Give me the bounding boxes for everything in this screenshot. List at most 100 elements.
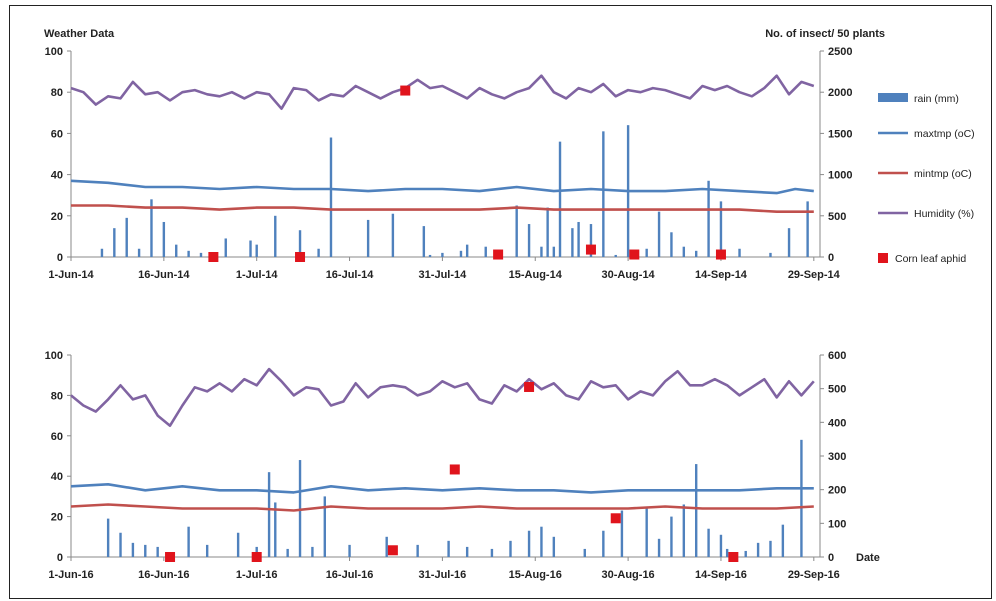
rain-bar [800,439,803,557]
y-tick-label-left: 60 [51,431,63,443]
y-tick-label-left: 40 [51,170,63,182]
rain-bar [236,532,240,557]
x-tick-label: 15-Aug-16 [509,569,562,581]
x-tick-label: 14-Sep-14 [695,269,748,281]
rain-bar [422,226,426,257]
rain-bar [441,252,444,257]
rain-bar [125,217,128,257]
rain-bar [577,221,580,257]
rain-bar [552,536,556,557]
rain-bar [707,528,710,557]
y-tick-label-right: 600 [828,350,846,362]
rain-bar [162,221,166,257]
rain-bar [199,252,203,257]
humidity-line [70,367,815,428]
rain-bar [657,538,661,557]
mintmp-line [71,204,814,213]
y-tick-label-left: 100 [45,350,63,362]
maxtmp-line [70,179,814,195]
y-tick-label-right: 500 [828,384,846,396]
rain-bar [119,532,122,557]
rain-bar [428,254,432,257]
y-tick-label-left: 20 [51,512,63,524]
chart-bottom-panel: 0 20 40 60 80 100 0 100 200 300 400 500 600 Date 1-Jun… [45,350,880,581]
rain-bar [484,246,487,257]
rain-bar [670,232,673,257]
rain-bar [100,248,104,257]
rain-bar [150,199,153,257]
y-tick-label-right: 1500 [828,128,852,140]
x-tick-label: 15-Aug-14 [509,269,563,281]
aphid-point [165,552,176,562]
rain-bar [645,248,648,257]
legend-label: Humidity (%) [914,208,974,220]
x-tick-label: 30-Aug-14 [602,269,656,281]
aphid-point [493,249,504,260]
rain-bar [329,137,333,257]
legend-label: mintmp (oC) [914,168,972,180]
y-tick-label-right: 400 [828,417,846,429]
rain-bar [682,246,686,257]
rain-bar [137,248,141,257]
rain-bar [255,244,258,257]
rain-bar [657,211,661,257]
humidity-line [70,74,815,110]
aphid-point [387,545,398,556]
rain-bar [707,180,710,257]
rain-bar [106,518,110,557]
rain-bar [540,246,543,257]
figure-frame: Weather Data No. of insect/ 50 plants 0 2… [9,5,992,599]
x-tick-label: 14-Sep-16 [695,569,747,581]
rain-bar [527,530,531,557]
rain-bar [527,224,531,257]
right-axis-date-label: Date [856,552,880,564]
aphid-point [295,252,306,262]
aphid-point [715,249,726,260]
aphid-point [629,249,640,260]
rain-bar [205,544,209,557]
rain-bar [694,464,698,557]
y-tick-label-right: 100 [828,518,846,530]
maxtmp-line [70,482,814,494]
rain-bar [602,530,605,557]
rain-bar [719,534,723,557]
aphid-point [524,381,535,392]
rain-bar [589,224,593,257]
rain-bar [311,546,314,557]
x-tick-label: 1-Jul-16 [236,569,278,581]
rain-bar [552,246,556,257]
rain-bar [558,141,562,257]
y-tick-label-right: 300 [828,451,846,463]
x-tick-label: 31-Jul-16 [419,569,467,581]
rain-bar [465,546,469,557]
rain-bar [614,254,617,257]
y-tick-label-right: 2000 [828,87,852,99]
rain-bar [515,205,518,257]
y-tick-label-left: 0 [57,552,63,564]
rain-bar [546,207,549,257]
rain-bar [274,502,277,557]
legend-label: Corn leaf aphid [895,253,966,265]
y-tick-label-right: 0 [828,252,834,264]
rain-bar [540,526,543,557]
x-tick-label: 16-Jun-16 [138,569,189,581]
y-tick-label-right: 200 [828,485,846,497]
chart-canvas: Weather Data No. of insect/ 50 plants 0 2… [44,28,975,581]
rain-bar [769,540,772,557]
legend-swatch-rain [878,93,908,102]
rain-bar [298,460,302,557]
aphid-point [585,244,596,255]
rain-bar [602,131,605,257]
rain-bar [224,238,227,257]
rain-bar [447,540,450,557]
rain-bar [175,244,178,257]
rain-bar [416,544,419,557]
x-tick-label: 1-Jun-14 [48,269,94,281]
rain-bar [756,542,760,557]
rain-bar [571,228,574,257]
rain-bar [744,550,747,557]
rain-bar [465,244,469,257]
rain-bar [490,548,494,557]
y-tick-label-right: 2500 [828,46,852,58]
y-tick-label-left: 20 [51,211,63,223]
